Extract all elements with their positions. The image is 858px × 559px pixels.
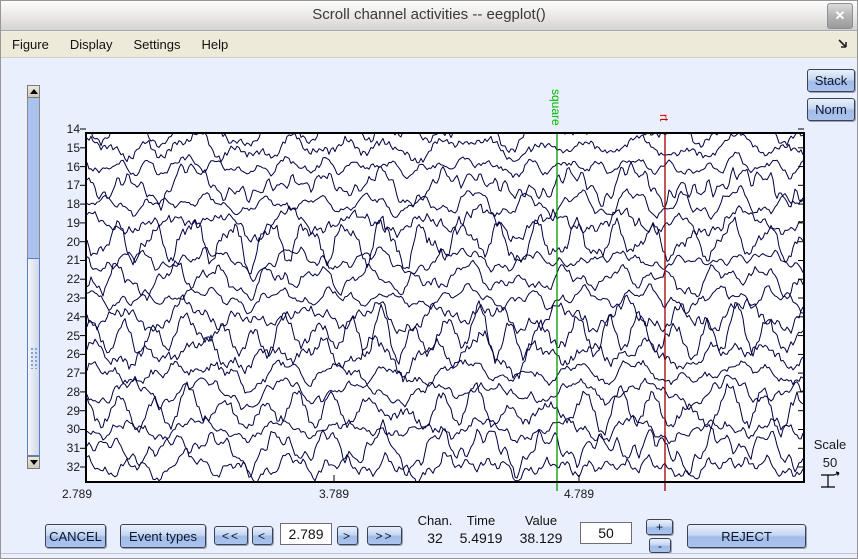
scale-value: 50	[822, 455, 838, 470]
channel-label-22: 22	[66, 272, 80, 286]
menu-item-help[interactable]: Help	[201, 37, 229, 52]
channel-label-29: 29	[66, 404, 80, 418]
channel-label-28: 28	[66, 385, 80, 399]
scale-input[interactable]	[580, 522, 632, 544]
scroll-down-icon[interactable]	[27, 456, 40, 469]
stack-button[interactable]: Stack	[807, 69, 855, 92]
channel-label-24: 24	[66, 310, 80, 324]
menu-item-settings[interactable]: Settings	[133, 37, 181, 52]
norm-button[interactable]: Norm	[807, 98, 855, 121]
menu-item-display[interactable]: Display	[69, 37, 113, 52]
scale-increase-button[interactable]: +	[646, 519, 673, 535]
channel-label-17: 17	[66, 178, 80, 192]
scrollbar-grip	[30, 347, 38, 369]
event-label-square: square	[549, 88, 563, 126]
window-title: Scroll channel activities -- eegplot()	[312, 6, 546, 23]
scale-label: Scale	[813, 437, 847, 452]
channel-label-32: 32	[66, 460, 80, 474]
value-value: 38.129	[519, 530, 563, 546]
time-readout: Time 5.4919	[455, 513, 507, 547]
channel-label-30: 30	[66, 422, 80, 436]
step-forward-button[interactable]: >	[337, 526, 358, 545]
scale-decrease-button[interactable]: -	[649, 538, 671, 553]
title-bar[interactable]: Scroll channel activities -- eegplot() ✕	[1, 1, 857, 31]
time-position-input[interactable]	[280, 523, 332, 545]
dock-arrow-icon[interactable]	[837, 38, 849, 50]
step-back-button[interactable]: <	[252, 526, 273, 545]
channel-label-26: 26	[66, 347, 80, 361]
chan-value: 32	[427, 530, 443, 546]
event-types-button[interactable]: Event types	[120, 524, 206, 548]
scroll-up-icon[interactable]	[27, 85, 40, 98]
value-readout: Value 38.129	[509, 513, 573, 547]
rewind-button[interactable]: <<	[214, 526, 248, 545]
cancel-button[interactable]: CANCEL	[45, 524, 106, 548]
channel-label-23: 23	[66, 291, 80, 305]
eeg-plot-canvas[interactable]	[56, 81, 811, 501]
fast-forward-button[interactable]: >>	[367, 526, 402, 545]
channel-label-20: 20	[66, 235, 80, 249]
reject-button[interactable]: REJECT	[687, 524, 806, 548]
channel-label-27: 27	[66, 366, 80, 380]
scrollbar-track[interactable]	[27, 98, 40, 258]
scale-ibeam-icon	[821, 471, 840, 488]
menu-item-figure[interactable]: Figure	[12, 37, 49, 52]
time-label: Time	[466, 513, 496, 528]
channel-label-14: 14	[66, 122, 80, 136]
channel-label-15: 15	[66, 141, 80, 155]
chan-label: Chan.	[417, 513, 453, 528]
time-value: 5.4919	[459, 530, 503, 546]
channel-label-25: 25	[66, 329, 80, 343]
channel-label-16: 16	[66, 160, 80, 174]
menu-bar: Figure Display Settings Help	[1, 32, 857, 58]
close-icon[interactable]: ✕	[827, 3, 853, 29]
x-tick-label: 3.789	[318, 487, 350, 501]
channel-label-19: 19	[66, 216, 80, 230]
channel-label-21: 21	[66, 253, 80, 267]
scrollbar-thumb[interactable]	[27, 258, 40, 456]
chan-readout: Chan. 32	[411, 513, 459, 547]
channel-scrollbar[interactable]	[27, 85, 40, 470]
channel-label-18: 18	[66, 197, 80, 211]
event-label-rt: rt	[657, 114, 671, 122]
window-bottom-edge	[1, 553, 857, 554]
x-tick-label: 4.789	[563, 487, 595, 501]
value-label: Value	[524, 513, 558, 528]
channel-label-31: 31	[66, 441, 80, 455]
x-tick-label: 2.789	[61, 487, 93, 501]
